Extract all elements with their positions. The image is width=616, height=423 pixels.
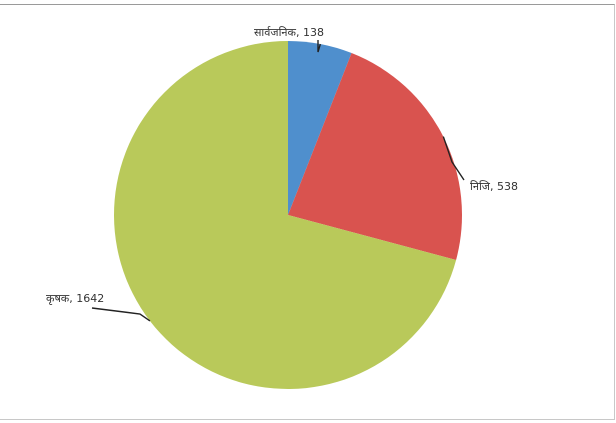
slice-niji xyxy=(288,53,462,260)
data-label-niji: निजि, 538 xyxy=(470,180,518,193)
data-label-krishak: कृषक, 1642 xyxy=(46,292,104,305)
leader-line-krishak xyxy=(91,307,151,322)
leader-line-niji xyxy=(442,136,465,181)
leader-line-sarvajanik xyxy=(317,40,322,53)
slice-krishak xyxy=(114,41,457,390)
data-label-sarvajanik: सार्वजनिक, 138 xyxy=(254,26,324,39)
slice-sarvajanik xyxy=(288,41,352,215)
leader-lines xyxy=(91,40,465,322)
pie-slices xyxy=(114,41,462,390)
data-labels: सार्वजनिक, 138 निजि, 538 कृषक, 1642 xyxy=(46,26,518,305)
